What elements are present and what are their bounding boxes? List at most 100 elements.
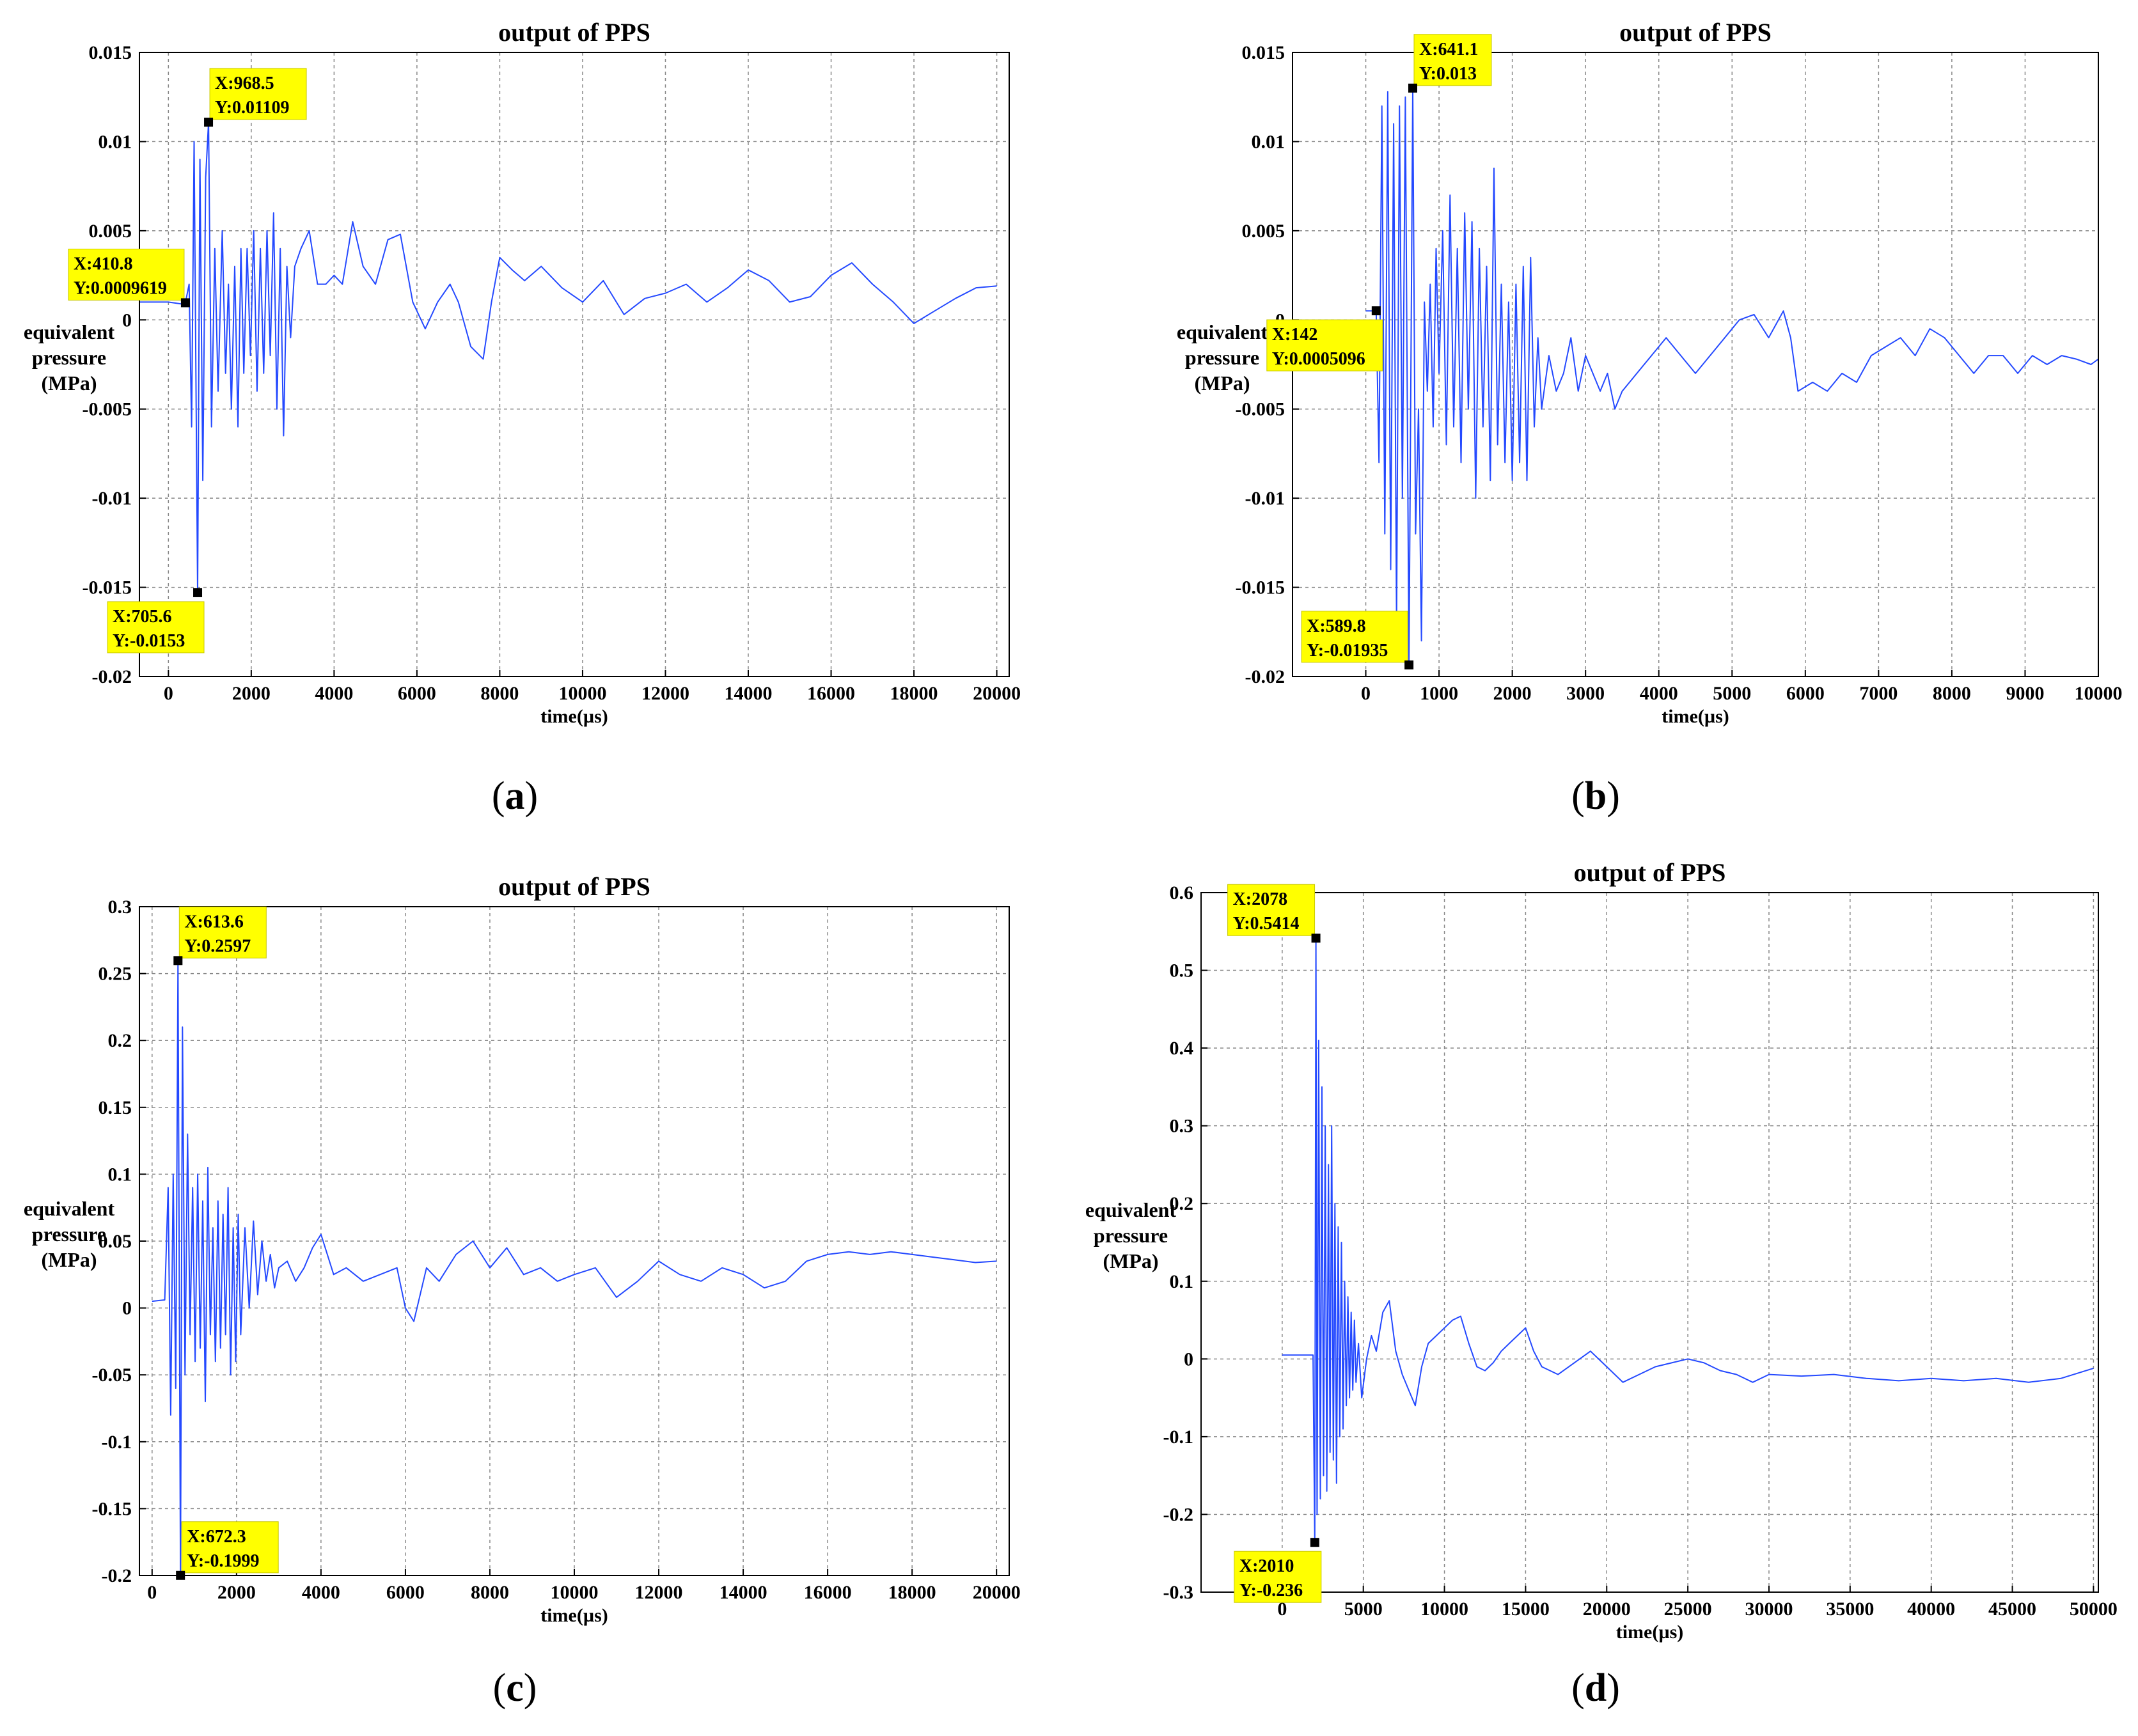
y-tick-label: -0.015 xyxy=(1236,577,1285,598)
chart-title: output of PPS xyxy=(1574,858,1726,887)
y-tick-label: 0 xyxy=(122,309,132,331)
data-tip-box xyxy=(1234,1551,1322,1603)
y-tick-label: -0.15 xyxy=(92,1498,132,1519)
y-tick-label: 0.005 xyxy=(89,221,132,242)
x-tick-label: 10000 xyxy=(551,1582,599,1603)
y-tick-label: 0.6 xyxy=(1170,882,1194,903)
x-tick-label: 50000 xyxy=(2070,1599,2118,1620)
y-tick-label: -0.2 xyxy=(102,1565,132,1586)
y-tick-label: 0.3 xyxy=(1170,1116,1194,1137)
y-tick-label: 0.3 xyxy=(108,896,132,918)
x-tick-label: 6000 xyxy=(398,683,436,704)
data-tip-y: Y:-0.236 xyxy=(1239,1581,1303,1600)
data-tip: X:672.3 Y:-0.1999 xyxy=(176,1521,279,1580)
y-axis-label: pressure xyxy=(1185,346,1259,369)
x-tick-label: 0 xyxy=(1277,1599,1287,1620)
data-tip-box xyxy=(1227,884,1316,936)
data-tip-marker xyxy=(204,118,214,127)
data-tip-x: X:410.8 xyxy=(74,254,133,274)
x-tick-label: 8000 xyxy=(1933,683,1971,704)
x-tick-label: 7000 xyxy=(1859,683,1898,704)
x-tick-label: 2000 xyxy=(217,1582,256,1603)
x-tick-label: 14000 xyxy=(719,1582,767,1603)
y-axis-label: (MPa) xyxy=(41,1248,97,1271)
x-tick-label: 4000 xyxy=(1640,683,1678,704)
data-tip-box xyxy=(1413,34,1492,86)
data-tip-x: X:2010 xyxy=(1239,1556,1294,1576)
x-tick-label: 45000 xyxy=(1988,1599,2036,1620)
data-tip-box xyxy=(68,248,185,301)
x-tick-label: 0 xyxy=(147,1582,157,1603)
chart-title: output of PPS xyxy=(498,872,650,901)
x-tick-label: 0 xyxy=(1361,683,1371,704)
x-tick-label: 0 xyxy=(164,683,173,704)
y-tick-label: 0.01 xyxy=(98,131,132,152)
axes-frame xyxy=(1200,892,2099,1593)
x-tick-label: 6000 xyxy=(1786,683,1825,704)
x-tick-label: 5000 xyxy=(1344,1599,1383,1620)
data-tip: X:968.5 Y:0.01109 xyxy=(204,68,307,127)
y-tick-label: -0.015 xyxy=(83,577,132,598)
data-tip-y: Y:-0.01935 xyxy=(1307,641,1388,661)
plot-area xyxy=(139,52,1009,676)
x-tick-label: 2000 xyxy=(1493,683,1532,704)
x-tick-label: 20000 xyxy=(973,1582,1021,1603)
y-tick-label: 0.015 xyxy=(89,42,132,63)
data-tip-box xyxy=(1266,319,1383,371)
x-tick-label: 4000 xyxy=(315,683,353,704)
data-tip-y: Y:0.0005096 xyxy=(1272,349,1365,369)
data-tip-y: Y:0.01109 xyxy=(215,98,289,118)
data-tip-box xyxy=(181,1521,279,1574)
data-tip-x: X:672.3 xyxy=(187,1527,246,1547)
y-tick-label: -0.1 xyxy=(102,1432,132,1453)
x-tick-label: 8000 xyxy=(471,1582,509,1603)
panel-caption: (b) xyxy=(1571,774,1620,818)
y-tick-label: -0.02 xyxy=(92,666,132,687)
data-tip: X:142 Y:0.0005096 xyxy=(1266,306,1383,371)
y-tick-label: 0.1 xyxy=(1170,1271,1194,1292)
data-tip: X:2010 Y:-0.236 xyxy=(1234,1538,1322,1603)
data-tip-x: X:589.8 xyxy=(1307,616,1366,636)
x-tick-label: 10000 xyxy=(1420,1599,1468,1620)
panel-caption: (a) xyxy=(492,774,538,818)
data-tip-marker xyxy=(1311,934,1321,943)
x-axis-label: time(µs) xyxy=(1616,1622,1684,1643)
x-tick-label: 4000 xyxy=(302,1582,340,1603)
x-tick-label: 15000 xyxy=(1502,1599,1550,1620)
x-tick-label: 10000 xyxy=(558,683,606,704)
series-line xyxy=(152,960,997,1576)
y-tick-label: -0.3 xyxy=(1163,1582,1194,1603)
data-tip-marker xyxy=(176,1570,185,1580)
y-axis-label: (MPa) xyxy=(1103,1249,1158,1272)
y-tick-label: -0.1 xyxy=(1163,1427,1194,1448)
y-tick-label: 0.2 xyxy=(1170,1193,1194,1214)
x-tick-label: 20000 xyxy=(973,683,1021,704)
axes-frame xyxy=(139,52,1010,677)
y-tick-label: 0.2 xyxy=(108,1030,132,1051)
data-tip: X:410.8 Y:0.0009619 xyxy=(68,248,190,308)
data-tip-box xyxy=(209,68,307,120)
series-line xyxy=(1282,937,2094,1544)
x-tick-label: 30000 xyxy=(1745,1599,1793,1620)
y-axis-label: pressure xyxy=(32,346,106,369)
x-tick-label: 16000 xyxy=(807,683,855,704)
y-axis-label: (MPa) xyxy=(41,371,97,395)
data-tip: X:2078 Y:0.5414 xyxy=(1227,884,1321,943)
y-tick-label: 0.25 xyxy=(98,964,132,985)
x-tick-label: 3000 xyxy=(1566,683,1605,704)
y-tick-label: 0.01 xyxy=(1252,131,1285,152)
data-tip-x: X:613.6 xyxy=(184,912,244,932)
series-line xyxy=(139,121,997,593)
data-tip-y: Y:-0.1999 xyxy=(187,1551,259,1571)
data-tip-x: X:705.6 xyxy=(113,607,172,627)
chart-panel-a: 0 2000 4000 6000 8000 10000 12000 14000 16000 180… xyxy=(24,18,1021,818)
x-tick-label: 14000 xyxy=(725,683,773,704)
data-tip-y: Y:0.0009619 xyxy=(74,278,167,298)
x-tick-label: 20000 xyxy=(1583,1599,1631,1620)
data-tip-box xyxy=(1301,611,1408,663)
y-tick-label: 0.015 xyxy=(1242,42,1285,63)
y-tick-label: 0.4 xyxy=(1170,1038,1194,1059)
data-tip-marker xyxy=(1408,83,1417,93)
x-tick-label: 9000 xyxy=(2006,683,2044,704)
panel-caption: (c) xyxy=(493,1666,537,1710)
